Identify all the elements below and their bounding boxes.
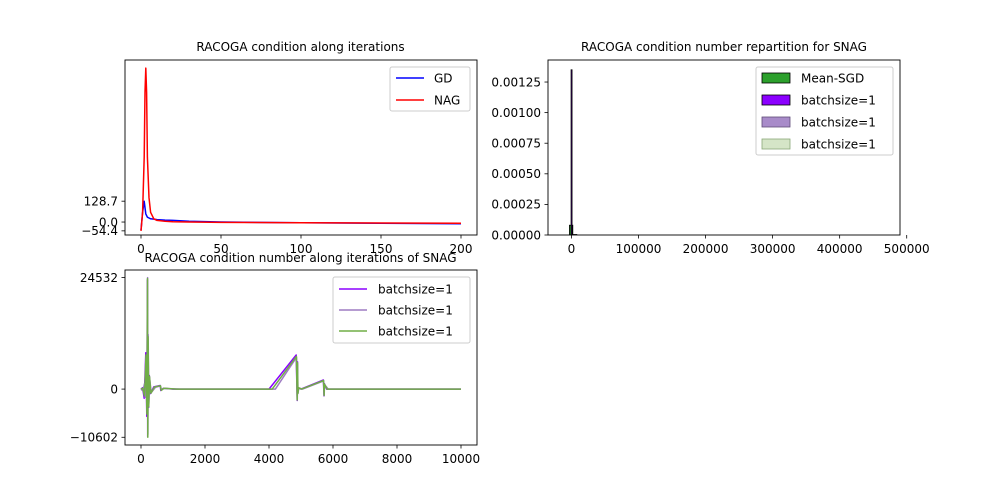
x-tick-label: 0 <box>568 242 576 256</box>
legend: batchsize=1 batchsize=1 batchsize=1 <box>332 276 471 344</box>
axis-ticks: 0 50 100 150 200 −54.40.0 128.7 <box>81 194 472 256</box>
y-tick-label: −10602 <box>70 431 118 445</box>
y-tick-label: 0 <box>110 382 118 396</box>
x-tick-label: 2000 <box>190 452 221 466</box>
panel-racoga-condition-along-iterations: RACOGA condition along iterations 0 50 100… <box>81 40 478 256</box>
x-tick-label: 0 <box>137 452 145 466</box>
x-tick-label: 4000 <box>254 452 285 466</box>
x-tick-label: 50 <box>213 242 228 256</box>
series-line-nag-1 <box>140 67 462 231</box>
y-tick-label: 0.00075 <box>491 137 541 151</box>
series-line-batchsize-1-2 <box>140 277 461 439</box>
x-tick-label: 6000 <box>318 452 349 466</box>
legend-label-batchsize-1-c: batchsize=1 <box>801 138 876 152</box>
series-line-gd-0 <box>140 200 462 231</box>
y-tick-label: −54.4 <box>81 224 118 238</box>
legend-label-nag: NAG <box>434 94 460 108</box>
legend: GD NAG <box>389 66 471 112</box>
chart-title: RACOGA condition number repartition for … <box>581 40 867 54</box>
axis-ticks: 0 2000 4000 6000 8000 10000 −10602 0 24532 <box>70 271 480 466</box>
legend-swatch-mean-sgd <box>761 72 791 84</box>
legend-label-gd: GD <box>434 72 453 86</box>
plot-area <box>140 67 462 231</box>
x-tick-label: 200 <box>450 242 473 256</box>
panel-racoga-condition-number-repartition: RACOGA condition number repartition for … <box>491 40 929 256</box>
axis-ticks: 0 100000 200000 300000 400000 500000 0.00000 0.… <box>491 75 929 256</box>
y-tick-label: 0.00100 <box>491 106 541 120</box>
legend: Mean-SGD batchsize=1 batchsize=1 batchsi… <box>755 66 894 156</box>
axes-frame <box>124 269 478 446</box>
chart-title: RACOGA condition along iterations <box>196 40 404 54</box>
legend-label-batchsize-1-c: batchsize=1 <box>378 325 453 339</box>
x-tick-label: 200000 <box>683 242 729 256</box>
x-tick-label: 300000 <box>750 242 796 256</box>
y-tick-label: 0.0 <box>99 215 118 229</box>
y-tick-label: 0.00125 <box>491 75 541 89</box>
legend-label-batchsize-1-a: batchsize=1 <box>378 283 453 297</box>
plot-area <box>569 69 578 235</box>
legend-label-batchsize-1-b: batchsize=1 <box>378 304 453 318</box>
chart-title: RACOGA condition number along iterations… <box>144 251 456 265</box>
legend-frame <box>332 276 471 344</box>
legend-frame <box>755 66 894 156</box>
y-tick-label: 0.00000 <box>491 228 541 242</box>
x-tick-label: 8000 <box>382 452 413 466</box>
legend-label-batchsize-1-b: batchsize=1 <box>801 116 876 130</box>
x-tick-label: 0 <box>137 242 145 256</box>
legend-label-mean-sgd: Mean-SGD <box>801 72 864 86</box>
x-tick-label: 10000 <box>442 452 480 466</box>
y-tick-label: 0.00050 <box>491 167 541 181</box>
x-tick-label: 400000 <box>817 242 863 256</box>
y-tick-label: 24532 <box>80 271 118 285</box>
panel-racoga-condition-number-along-iterations-snag: RACOGA condition number along iterations… <box>70 251 480 466</box>
axes-frame <box>547 59 901 236</box>
x-tick-label: 500000 <box>884 242 930 256</box>
plot-area <box>140 276 461 439</box>
legend-swatch-batchsize-1-c <box>761 138 791 150</box>
legend-swatch-batchsize-1-b <box>761 116 791 128</box>
x-tick-label: 150 <box>370 242 393 256</box>
y-tick-label: 0.00025 <box>491 198 541 212</box>
x-tick-label: 100000 <box>616 242 662 256</box>
y-tick-label: 128.7 <box>84 194 118 208</box>
histogram-bar-1 <box>570 69 573 235</box>
x-tick-label: 100 <box>290 242 313 256</box>
legend-swatch-batchsize-1-a <box>761 94 791 106</box>
legend-label-batchsize-1-a: batchsize=1 <box>801 94 876 108</box>
